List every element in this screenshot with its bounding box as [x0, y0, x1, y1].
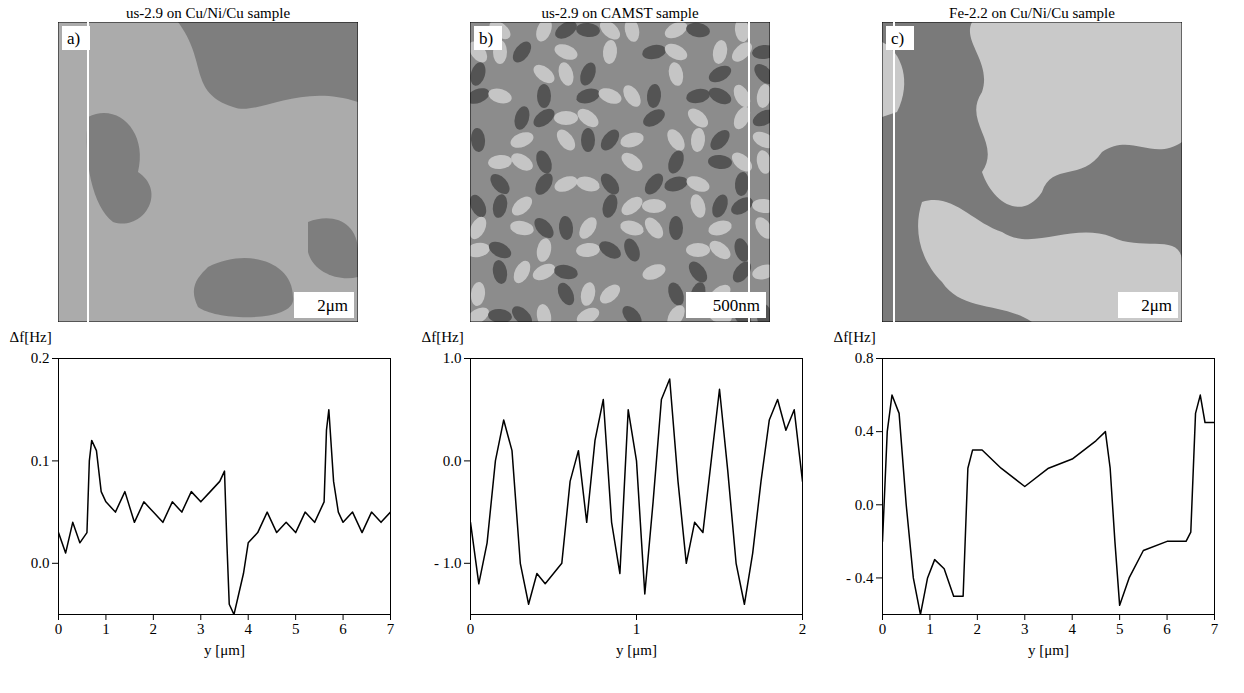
svg-text:0.4: 0.4 [855, 423, 874, 439]
svg-text:y [μm]: y [μm] [204, 642, 245, 658]
svg-text:3: 3 [1021, 621, 1029, 637]
svg-text:1: 1 [633, 621, 641, 637]
svg-text:0: 0 [879, 621, 887, 637]
svg-text:5: 5 [1116, 621, 1124, 637]
html-text:us-2.9 on Cu/Ni/Cu sample: us-2.9 on Cu/Ni/Cu sample [125, 5, 291, 21]
svg-text:3: 3 [197, 621, 205, 637]
svg-text:2: 2 [150, 621, 158, 637]
svg-text:1: 1 [926, 621, 934, 637]
svg-text:- 0.4: - 0.4 [846, 570, 874, 586]
svg-text:1: 1 [102, 621, 110, 637]
svg-text:2μm: 2μm [1141, 296, 1172, 315]
svg-text:0.0: 0.0 [443, 453, 462, 469]
svg-text:a): a) [67, 29, 80, 48]
svg-text:2: 2 [799, 621, 807, 637]
svg-text:Δf[Hz]: Δf[Hz] [422, 329, 464, 345]
svg-text:6: 6 [1163, 621, 1171, 637]
svg-text:0: 0 [55, 621, 63, 637]
svg-text:7: 7 [387, 621, 395, 637]
svg-text:0.2: 0.2 [31, 350, 50, 366]
svg-text:y [μm]: y [μm] [616, 642, 657, 658]
html-text:us-2.9 on CAMST sample: us-2.9 on CAMST sample [541, 5, 699, 21]
svg-text:1.0: 1.0 [443, 350, 462, 366]
svg-text:5: 5 [292, 621, 300, 637]
svg-text:4: 4 [1068, 621, 1076, 637]
svg-text:0.1: 0.1 [31, 453, 50, 469]
svg-text:2μm: 2μm [317, 296, 348, 315]
html-text:Fe-2.2 on Cu/Ni/Cu sample: Fe-2.2 on Cu/Ni/Cu sample [949, 5, 1115, 21]
svg-text:c): c) [891, 29, 904, 48]
svg-text:0.0: 0.0 [31, 555, 50, 571]
svg-text:0.0: 0.0 [855, 497, 874, 513]
svg-text:4: 4 [244, 621, 252, 637]
svg-text:0.8: 0.8 [855, 350, 874, 366]
svg-text:500nm: 500nm [713, 296, 760, 315]
svg-text:Δf[Hz]: Δf[Hz] [834, 329, 876, 345]
svg-text:6: 6 [339, 621, 347, 637]
svg-text:0: 0 [467, 621, 475, 637]
svg-text:y [μm]: y [μm] [1028, 642, 1069, 658]
svg-text:b): b) [479, 29, 493, 48]
svg-text:Δf[Hz]: Δf[Hz] [10, 329, 52, 345]
svg-text:2: 2 [974, 621, 982, 637]
svg-text:7: 7 [1211, 621, 1219, 637]
svg-text:- 1.0: - 1.0 [434, 555, 462, 571]
